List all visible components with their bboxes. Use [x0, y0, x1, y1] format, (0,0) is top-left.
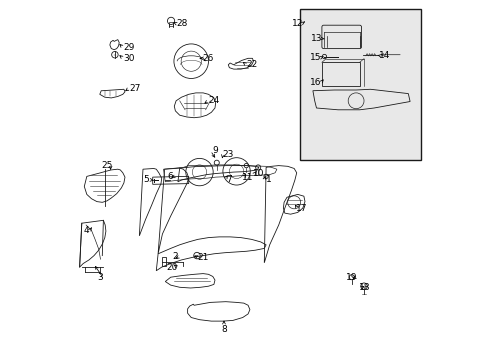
Text: 8: 8 [221, 325, 226, 334]
Text: 25: 25 [101, 161, 112, 170]
Text: 17: 17 [296, 204, 307, 213]
Text: 5: 5 [143, 175, 149, 184]
Text: 22: 22 [245, 60, 257, 69]
Text: 7: 7 [226, 175, 232, 184]
Text: 13: 13 [310, 34, 322, 43]
Text: 2: 2 [172, 252, 178, 261]
Text: 29: 29 [122, 43, 134, 52]
Text: 16: 16 [309, 78, 321, 87]
Text: 11: 11 [242, 173, 253, 181]
Text: 6: 6 [167, 172, 172, 181]
Text: 3: 3 [97, 274, 102, 282]
Text: 19: 19 [346, 274, 357, 282]
Text: 21: 21 [197, 253, 208, 262]
Text: 1: 1 [265, 175, 271, 184]
Text: 9: 9 [212, 146, 218, 155]
Text: 26: 26 [203, 54, 214, 63]
Text: 14: 14 [378, 51, 390, 60]
Text: 10: 10 [253, 169, 264, 178]
Text: 24: 24 [208, 96, 219, 105]
Text: 30: 30 [122, 54, 134, 63]
Text: 20: 20 [166, 263, 178, 271]
Text: 12: 12 [291, 19, 303, 28]
Text: 23: 23 [222, 150, 234, 159]
Bar [321, 62, 359, 86]
Text: 28: 28 [176, 19, 187, 28]
Bar [300, 9, 420, 160]
Text: 27: 27 [129, 84, 140, 93]
Text: 18: 18 [359, 284, 370, 292]
Text: 4: 4 [83, 226, 89, 235]
Text: 15: 15 [309, 53, 321, 62]
